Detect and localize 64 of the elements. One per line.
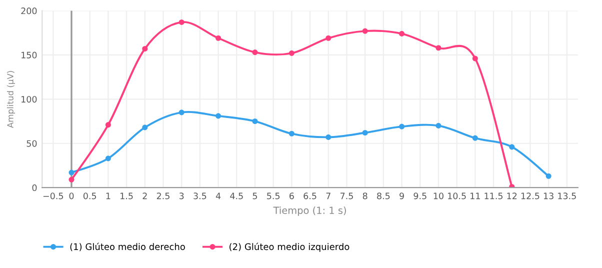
point bbox=[142, 124, 148, 130]
x-tick-label: 3.5 bbox=[194, 192, 206, 200]
y-tick-label: 0 bbox=[32, 184, 37, 192]
x-tick-label: 12.5 bbox=[521, 192, 540, 200]
x-tick-label: 7.5 bbox=[340, 192, 353, 200]
x-tick-label: 1 bbox=[106, 192, 110, 200]
point bbox=[326, 134, 332, 140]
y-tick-label: 100 bbox=[22, 96, 37, 103]
x-tick-label: −0.5 bbox=[43, 192, 64, 200]
x-tick-label: 2.5 bbox=[156, 192, 170, 200]
x-tick-label: 11 bbox=[470, 192, 480, 200]
point bbox=[178, 19, 184, 25]
point bbox=[288, 50, 294, 56]
point bbox=[436, 122, 442, 128]
y-tick-label: 200 bbox=[21, 8, 37, 14]
x-tick-label: 10 bbox=[434, 192, 444, 200]
x-tick-label: 5 bbox=[252, 192, 258, 200]
x-tick-label: 9.5 bbox=[414, 192, 426, 200]
point bbox=[105, 122, 111, 128]
point bbox=[362, 28, 368, 34]
point bbox=[105, 156, 111, 162]
x-tick-label: 5.5 bbox=[267, 192, 280, 200]
x-tick-label: 6 bbox=[290, 192, 294, 200]
x-tick-label: 0 bbox=[69, 192, 74, 200]
point bbox=[142, 46, 148, 52]
x-tick-label: 13.5 bbox=[558, 192, 576, 200]
point bbox=[436, 45, 442, 51]
x-axis-title: Tiempo (1: 1 s) bbox=[273, 206, 346, 216]
point bbox=[362, 130, 368, 136]
y-axis-title: Amplitud (µV) bbox=[6, 71, 16, 128]
x-tick-label: 6.5 bbox=[304, 192, 316, 200]
x-tick-label: 12 bbox=[507, 192, 517, 200]
point bbox=[216, 35, 222, 41]
x-tick-label: 7 bbox=[326, 192, 330, 200]
x-tick-label: 10.5 bbox=[448, 192, 466, 200]
x-tick-label: 8.5 bbox=[377, 192, 390, 200]
x-tick-label: 9 bbox=[400, 192, 404, 200]
point bbox=[68, 170, 74, 176]
x-tick-label: 13 bbox=[544, 192, 554, 200]
point bbox=[288, 130, 294, 136]
point bbox=[546, 173, 552, 179]
point bbox=[252, 50, 258, 56]
point bbox=[472, 56, 478, 62]
x-tick-label: 1.5 bbox=[120, 192, 133, 200]
legend-label: (2) Glúteo medio izquierdo bbox=[230, 242, 350, 252]
y-tick-label: 150 bbox=[22, 52, 37, 58]
point bbox=[398, 30, 405, 36]
x-tick-label: 4.5 bbox=[230, 192, 243, 200]
x-tick-label: 0.5 bbox=[83, 192, 96, 200]
point bbox=[509, 144, 515, 150]
point bbox=[178, 110, 184, 116]
y-tick-label: 50 bbox=[26, 140, 37, 147]
point bbox=[472, 135, 478, 141]
x-tick-label: 8 bbox=[362, 192, 368, 200]
x-tick-label: 3 bbox=[179, 192, 184, 200]
point bbox=[68, 176, 74, 182]
point bbox=[216, 113, 222, 119]
point bbox=[398, 124, 405, 130]
x-tick-label: 2 bbox=[142, 192, 147, 200]
point bbox=[326, 35, 332, 41]
legend-label: (1) Glúteo medio derecho bbox=[70, 242, 185, 252]
x-tick-label: 4 bbox=[216, 192, 221, 200]
point bbox=[252, 118, 258, 124]
x-tick-label: 11.5 bbox=[484, 192, 502, 200]
